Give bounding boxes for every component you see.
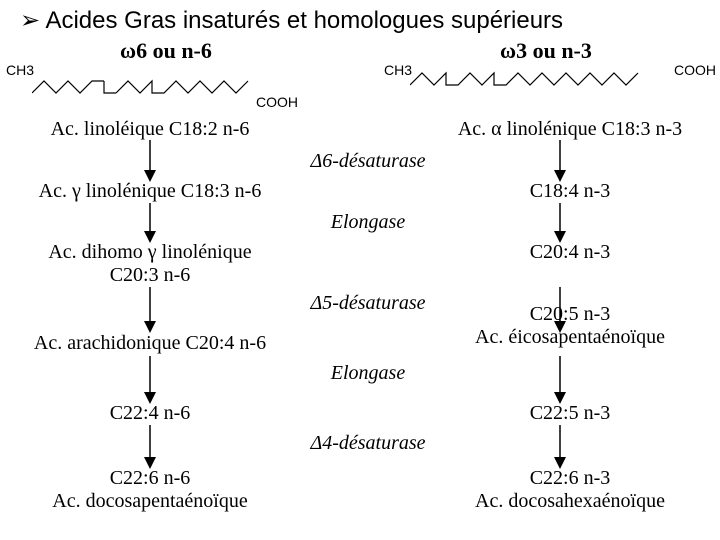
left-compound: Ac. linoléique C18:2 n-6: [20, 118, 280, 141]
left-chain-structure: [32, 71, 272, 103]
enzyme-label: Δ5-désaturase: [283, 292, 453, 315]
left-column-heading: ω6 ou n-6: [120, 38, 212, 64]
right-compound: C20:4 n-3: [430, 241, 710, 264]
left-compound: C20:3 n-6: [20, 264, 280, 287]
right-compound: C20:5 n-3: [430, 303, 710, 326]
right-compound: Ac. éicosapentaénoïque: [430, 326, 710, 349]
left-compound: Ac. γ linolénique C18:3 n-6: [20, 180, 280, 203]
right-compound: C18:4 n-3: [430, 180, 710, 203]
right-chain-structure: [410, 61, 670, 99]
right-compound: C22:5 n-3: [430, 402, 710, 425]
right-compound: Ac. α linolénique C18:3 n-3: [430, 118, 710, 141]
right-cooh-label: COOH: [674, 62, 716, 78]
bullet-icon: ➢: [20, 7, 40, 34]
right-compound: Ac. docosahexaénoïque: [430, 490, 710, 513]
left-compound: Ac. docosapentaénoïque: [20, 490, 280, 513]
title-text: Acides Gras insaturés et homologues supé…: [45, 7, 563, 34]
left-ch3-label: CH3: [6, 62, 34, 78]
right-compound: C22:6 n-3: [430, 467, 710, 490]
left-compound: Ac. arachidonique C20:4 n-6: [10, 332, 290, 355]
enzyme-label: Δ6-désaturase: [283, 150, 453, 173]
enzyme-label: Δ4-désaturase: [283, 432, 453, 455]
enzyme-label: Elongase: [283, 211, 453, 234]
enzyme-label: Elongase: [283, 362, 453, 385]
left-compound: C22:4 n-6: [20, 402, 280, 425]
right-ch3-label: CH3: [384, 62, 412, 78]
left-compound: Ac. dihomo γ linolénique: [20, 241, 280, 264]
page-title: ➢ Acides Gras insaturés et homologues su…: [20, 6, 563, 35]
left-compound: C22:6 n-6: [20, 467, 280, 490]
